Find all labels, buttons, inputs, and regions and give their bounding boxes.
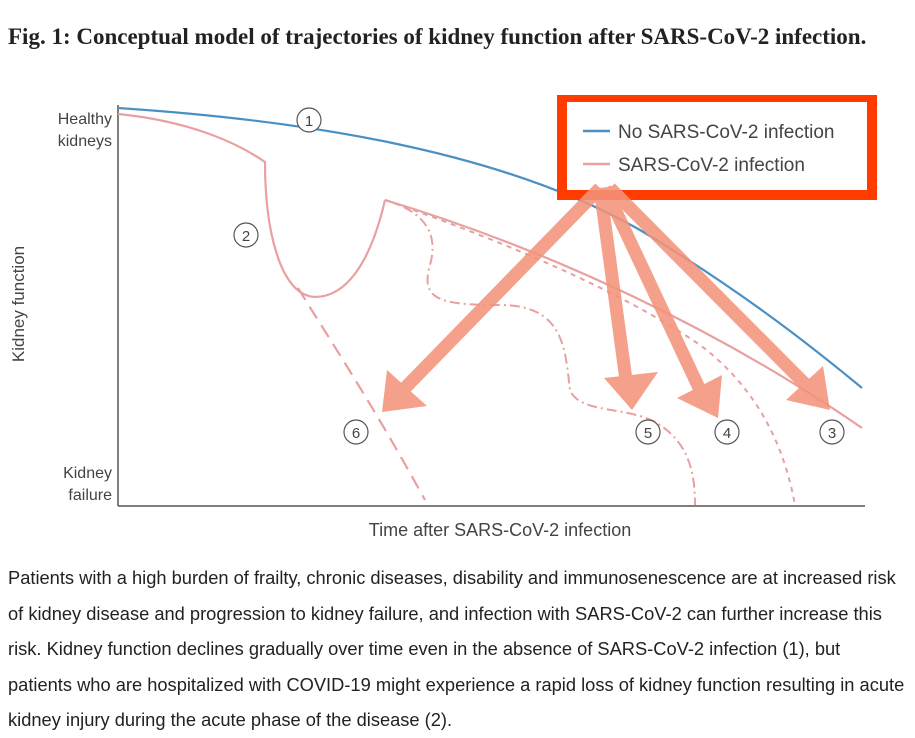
marker-1: 1 [296, 107, 322, 133]
kidney-trajectory-diagram: Healthy kidneys Kidney failure Kidney fu… [9, 95, 877, 540]
svg-text:5: 5 [644, 425, 652, 442]
x-axis-label: Time after SARS-CoV-2 infection [369, 520, 631, 540]
svg-text:6: 6 [352, 425, 360, 442]
legend-label-no-infection: No SARS-CoV-2 infection [618, 122, 835, 143]
y-bottom-label-line1: Kidney [63, 465, 112, 482]
marker-2: 2 [233, 222, 259, 248]
trajectory-4-curve [384, 199, 796, 506]
legend-highlight-box [557, 95, 877, 200]
arrow-to-6-head [382, 370, 427, 412]
arrow-to-5-head [604, 372, 658, 410]
infection-curve-aki [117, 112, 387, 299]
no-infection-curve [117, 106, 863, 389]
svg-text:3: 3 [828, 425, 836, 442]
y-top-label-line1: Healthy [58, 111, 112, 128]
y-bottom-label-line2: failure [68, 487, 112, 504]
y-top-label-line2: kidneys [58, 133, 112, 150]
arrow-to-3-head [786, 366, 830, 410]
legend-label-infection: SARS-CoV-2 infection [618, 155, 805, 176]
annotation-arrows [382, 183, 830, 418]
arrow-to-5 [593, 187, 633, 381]
figure-caption: Patients with a high burden of frailty, … [8, 567, 905, 730]
legend-background [567, 102, 867, 190]
figure-title: Fig. 1: Conceptual model of trajectories… [8, 24, 867, 49]
marker-6: 6 [343, 419, 369, 445]
svg-text:1: 1 [305, 113, 313, 130]
arrow-to-4 [599, 185, 706, 393]
svg-text:2: 2 [242, 228, 250, 245]
marker-5: 5 [635, 419, 661, 445]
trajectory-6-curve [297, 287, 426, 501]
trajectory-5-curve [384, 199, 696, 506]
arrow-to-6 [400, 183, 605, 393]
svg-text:4: 4 [723, 425, 731, 442]
arrow-to-4-head [677, 375, 722, 418]
marker-3: 3 [819, 419, 845, 445]
arrow-to-3 [605, 183, 811, 390]
y-axis-label: Kidney function [9, 246, 28, 362]
marker-4: 4 [714, 419, 740, 445]
